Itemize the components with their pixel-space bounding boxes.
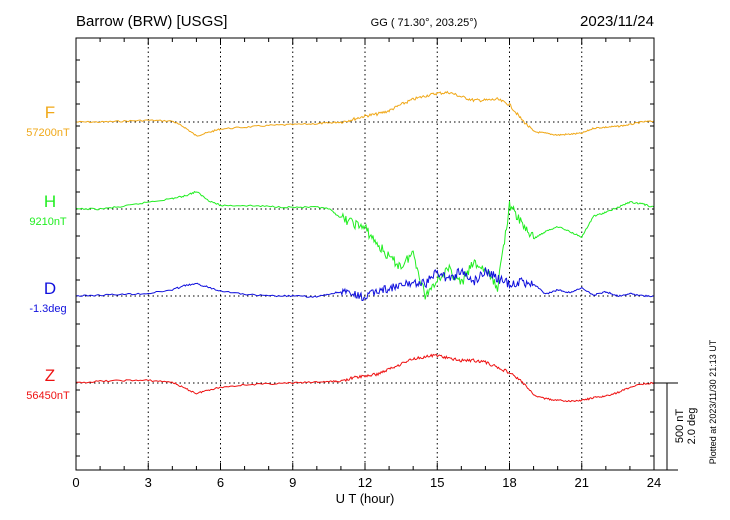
grid bbox=[147, 38, 583, 470]
scale-bar: 500 nT 2.0 deg bbox=[654, 382, 698, 471]
plotted-timestamp: Plotted at 2023/11/30 21:13 UT bbox=[708, 339, 718, 464]
tick-label-x-15: 15 bbox=[430, 475, 444, 490]
series-line-F bbox=[75, 90, 655, 137]
series-baseline-Z: 56450nT bbox=[26, 390, 70, 402]
coords-label: GG ( 71.30°, 203.25°) bbox=[371, 17, 478, 29]
station-title: Barrow (BRW) [USGS] bbox=[76, 13, 227, 30]
tick-label-x-3: 3 bbox=[145, 475, 152, 490]
series-baseline-H: 9210nT bbox=[29, 216, 67, 228]
x-axis-label: U T (hour) bbox=[336, 491, 395, 506]
series-name-D: D bbox=[44, 279, 56, 298]
series-line-H bbox=[75, 190, 655, 300]
series-line-Z bbox=[76, 353, 655, 403]
plot-frame bbox=[75, 37, 655, 471]
tick-label-x-9: 9 bbox=[289, 475, 296, 490]
series-labels: F 57200nT H 9210nT D -1.3deg Z 56450nT bbox=[26, 103, 70, 402]
tick-label-x-12: 12 bbox=[358, 475, 372, 490]
date-label: 2023/11/24 bbox=[580, 13, 654, 30]
series-name-H: H bbox=[44, 192, 56, 211]
baselines bbox=[76, 121, 654, 384]
scale-deg-label: 2.0 deg bbox=[686, 408, 698, 445]
tick-label-x-18: 18 bbox=[502, 475, 516, 490]
series-name-Z: Z bbox=[45, 366, 55, 385]
tick-label-x-24: 24 bbox=[647, 475, 661, 490]
series-baseline-F: 57200nT bbox=[26, 127, 70, 139]
x-ticks: 0 3 6 9 12 15 18 21 24 bbox=[72, 38, 661, 490]
series-lines bbox=[75, 90, 655, 403]
tick-label-x-21: 21 bbox=[575, 475, 589, 490]
tick-label-x-6: 6 bbox=[217, 475, 224, 490]
tick-label-x-0: 0 bbox=[72, 475, 79, 490]
scale-nt-label: 500 nT bbox=[674, 409, 686, 444]
series-name-F: F bbox=[45, 103, 55, 122]
series-line-D bbox=[75, 267, 655, 301]
series-baseline-D: -1.3deg bbox=[29, 303, 66, 315]
